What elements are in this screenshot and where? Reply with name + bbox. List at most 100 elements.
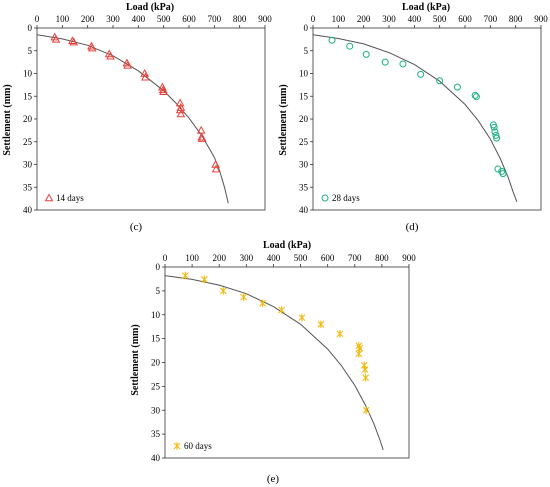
panel-label: (d): [406, 221, 419, 233]
x-axis-title: Load (kPa): [402, 2, 450, 13]
legend-marker: [173, 442, 181, 450]
x-tick-label: 700: [484, 14, 498, 24]
y-tick-label: 40: [299, 205, 309, 215]
panel-c: Load (kPa) Settlement (mm) (c) 0 100 200 30…: [2, 2, 272, 233]
legend-label: 60 days: [184, 441, 212, 451]
data-point: [197, 134, 207, 142]
x-tick-label: 300: [240, 253, 254, 263]
y-tick-label: 0: [304, 23, 309, 33]
y-tick-label: 10: [23, 69, 33, 79]
x-tick-label: 400: [408, 14, 422, 24]
data-point: [362, 406, 370, 415]
x-tick-label: 300: [106, 14, 120, 24]
panel-label: (e): [267, 473, 280, 485]
data-point: [399, 60, 407, 68]
data-point: [211, 164, 221, 173]
x-tick-label: 700: [348, 253, 362, 263]
x-tick-label: 700: [208, 14, 222, 24]
x-tick-label: 200: [212, 253, 226, 263]
data-point: [240, 293, 248, 301]
y-tick-label: 15: [151, 334, 161, 344]
y-tick-label: 35: [299, 182, 309, 192]
y-axis-title: Settlement (mm): [130, 324, 141, 395]
data-point: [51, 34, 61, 43]
x-tick-label: 0: [163, 253, 168, 263]
legend-label: 28 days: [332, 193, 360, 203]
data-point: [317, 320, 325, 329]
plot-area-frame: [312, 27, 542, 211]
data-point: [200, 275, 208, 284]
data-point: [159, 87, 169, 95]
panel-e: Load (kPa) Settlement (mm) (e) 0 100 200 30…: [130, 240, 416, 485]
y-tick-label: 25: [299, 137, 309, 147]
y-tick-label: 40: [23, 205, 33, 215]
x-tick-label: 400: [132, 14, 146, 24]
x-tick-label: 600: [182, 14, 196, 24]
x-tick-label: 900: [534, 14, 548, 24]
data-point: [492, 131, 500, 139]
y-axis-title: Settlement (mm): [2, 84, 13, 155]
data-point: [106, 51, 115, 60]
y-tick-label: 0: [156, 262, 161, 272]
data-point: [69, 37, 79, 46]
data-point: [491, 128, 499, 136]
x-tick-label: 800: [233, 14, 247, 24]
data-point: [362, 373, 370, 382]
data-point: [219, 287, 227, 295]
data-point: [494, 165, 502, 173]
y-tick-label: 15: [23, 91, 33, 101]
data-point: [362, 50, 370, 58]
panel-d: Load (kPa) Settlement (mm) (d) 0 100 200 30…: [278, 2, 548, 233]
x-tick-label: 300: [382, 14, 396, 24]
data-point: [336, 330, 344, 338]
x-tick-label: 900: [402, 253, 416, 263]
y-tick-label: 35: [23, 182, 33, 192]
data-point: [361, 365, 369, 374]
x-tick-label: 100: [332, 14, 346, 24]
data-point: [472, 93, 480, 101]
y-tick-label: 30: [23, 160, 33, 170]
data-point: [453, 83, 461, 91]
data-point: [141, 72, 150, 81]
legend-label: 14 days: [56, 193, 84, 203]
x-tick-label: 0: [35, 14, 40, 24]
data-point: [328, 36, 336, 44]
y-tick-label: 5: [156, 286, 161, 296]
x-tick-label: 0: [311, 14, 316, 24]
data-point: [259, 299, 266, 308]
x-tick-label: 800: [509, 14, 523, 24]
data-point: [471, 91, 479, 99]
y-tick-label: 20: [23, 114, 33, 124]
data-point: [196, 125, 206, 134]
y-tick-label: 15: [299, 91, 309, 101]
y-tick-label: 20: [299, 114, 309, 124]
y-tick-label: 25: [23, 137, 33, 147]
x-tick-label: 500: [433, 14, 447, 24]
data-point: [140, 68, 150, 77]
y-tick-label: 20: [151, 358, 161, 368]
x-axis-title: Load (kPa): [126, 2, 174, 13]
x-tick-label: 200: [81, 14, 95, 24]
x-tick-label: 100: [185, 253, 199, 263]
fit-curve: [312, 34, 518, 202]
y-tick-label: 5: [28, 46, 33, 56]
y-tick-label: 35: [151, 429, 161, 439]
x-tick-label: 100: [56, 14, 70, 24]
x-tick-label: 800: [375, 253, 389, 263]
data-point: [417, 70, 425, 78]
fit-curve: [164, 275, 384, 451]
data-point: [381, 58, 389, 66]
x-axis-title: Load (kPa): [263, 240, 311, 251]
data-point: [493, 134, 501, 142]
data-point: [123, 60, 133, 69]
y-tick-label: 0: [28, 23, 33, 33]
x-tick-label: 900: [258, 14, 272, 24]
legend-marker: [321, 194, 329, 202]
x-tick-label: 600: [458, 14, 472, 24]
fit-curve: [36, 34, 229, 204]
data-point: [87, 43, 97, 52]
y-tick-label: 5: [304, 46, 309, 56]
x-tick-label: 200: [357, 14, 371, 24]
y-tick-label: 10: [151, 310, 161, 320]
